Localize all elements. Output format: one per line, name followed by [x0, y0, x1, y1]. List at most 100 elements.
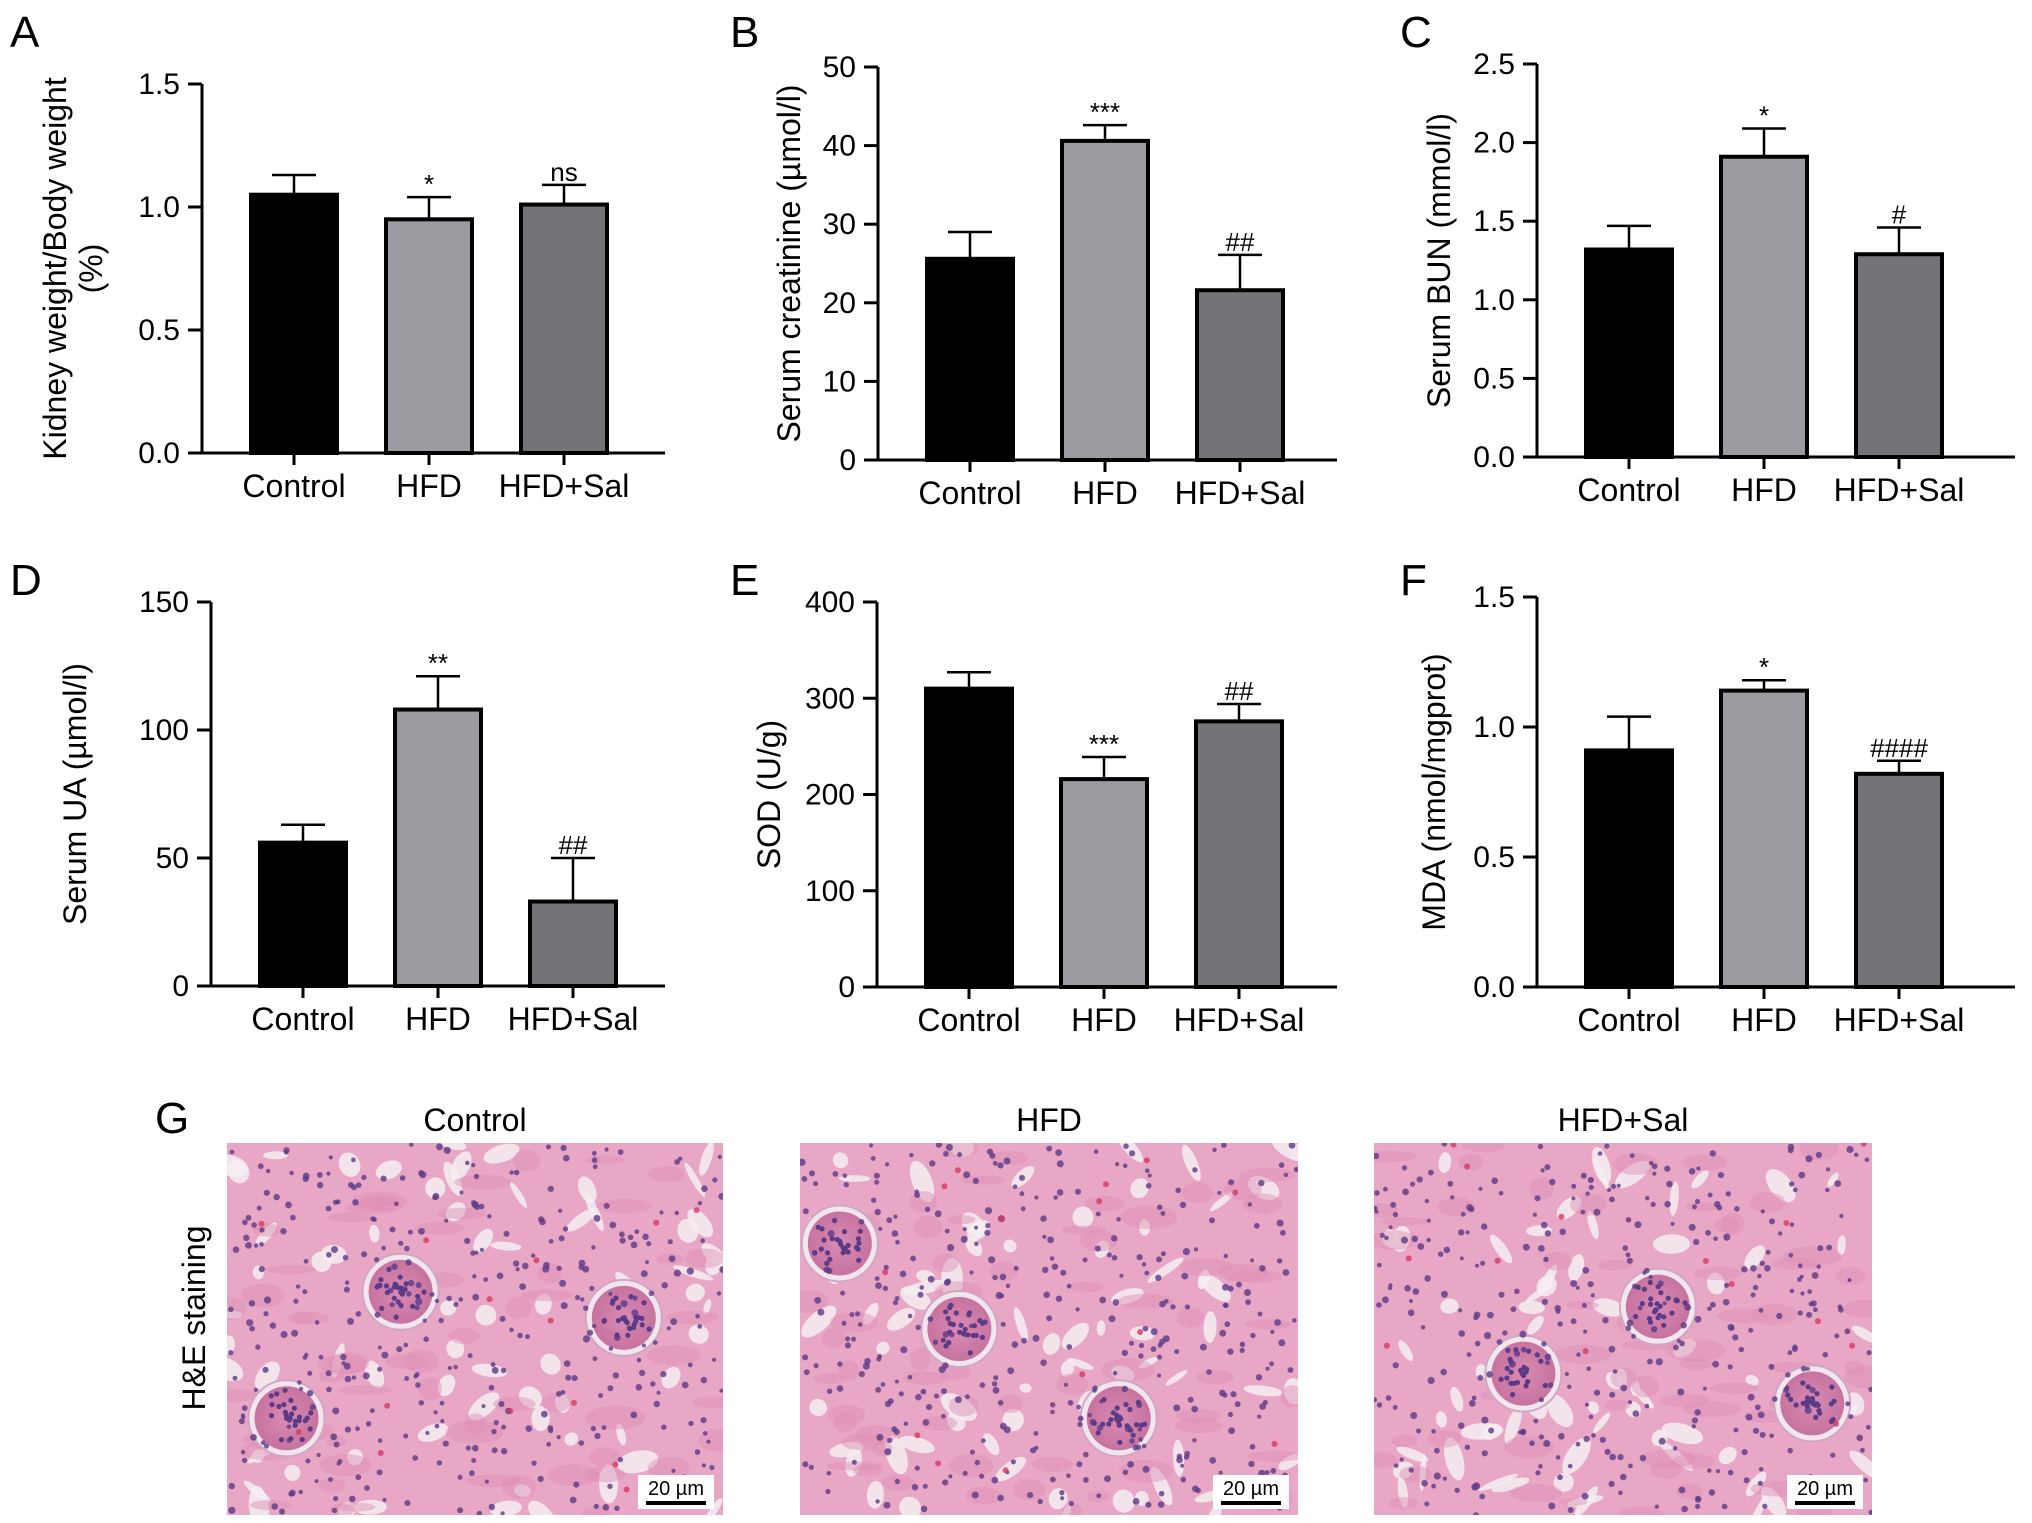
y-tick-label: 2.5	[1473, 48, 1515, 81]
y-tick-label: 400	[805, 586, 855, 619]
y-tick-label: 1.0	[1473, 711, 1515, 744]
y-tick-label: 0.0	[1473, 971, 1515, 1004]
y-tick-label: 100	[805, 875, 855, 908]
x-tick-label: Control	[1577, 472, 1680, 508]
significance-label: ***	[1090, 97, 1120, 127]
significance-label: ##	[559, 830, 588, 860]
scale-bar-label: 20 µm	[1797, 1478, 1853, 1500]
panel-letter-A: A	[10, 8, 40, 57]
histology-row-label: H&E staining	[176, 1226, 212, 1411]
y-axis-title: Serum creatinine (µmol/l)	[771, 84, 807, 442]
y-axis-title: Serum BUN (mmol/l)	[1421, 113, 1457, 408]
bar-control	[925, 256, 1015, 462]
panel-letter-B: B	[730, 8, 759, 57]
y-axis-title: Kidney weight/Body weight(%)	[37, 77, 109, 460]
x-tick-label: HFD	[396, 468, 462, 504]
panel-letter-C: C	[1400, 8, 1432, 57]
significance-label: ##	[1225, 676, 1254, 706]
bar-hfd	[1719, 154, 1809, 460]
bar-hfd-sal	[1194, 719, 1284, 989]
bar-control	[1584, 748, 1674, 990]
bar-hfd-sal	[528, 899, 618, 989]
x-tick-label: HFD+Sal	[1174, 1002, 1305, 1038]
he-stained-tissue-image	[800, 1143, 1298, 1515]
bar-hfd	[393, 707, 483, 989]
y-tick-label: 1.0	[138, 191, 180, 224]
significance-label: *	[1759, 100, 1769, 130]
bar-hfd	[384, 217, 474, 455]
y-tick-label: 50	[156, 842, 189, 875]
x-tick-label: HFD	[1731, 472, 1797, 508]
significance-label: *	[1759, 652, 1769, 682]
panel-letter-G: G	[155, 1094, 189, 1143]
histology-title: Control	[423, 1102, 526, 1138]
panel-letter-D: D	[10, 556, 42, 605]
y-tick-label: 0.0	[138, 437, 180, 470]
x-tick-label: HFD	[1071, 1002, 1137, 1038]
y-tick-label: 300	[805, 682, 855, 715]
x-tick-label: HFD+Sal	[508, 1001, 639, 1037]
histology-panel-hfd: HFD 20 µm	[800, 1102, 1298, 1515]
panel-letter-F: F	[1400, 556, 1427, 605]
y-axis-title: Serum UA (µmol/l)	[57, 663, 93, 925]
x-tick-label: HFD+Sal	[1834, 472, 1965, 508]
x-tick-label: HFD+Sal	[1834, 1002, 1965, 1038]
he-stained-tissue-image	[227, 1143, 723, 1515]
x-tick-label: Control	[251, 1001, 354, 1037]
x-tick-label: Control	[917, 1002, 1020, 1038]
y-axis-title: SOD (U/g)	[751, 720, 787, 869]
significance-label: ns	[550, 157, 577, 187]
y-tick-label: 150	[139, 586, 189, 619]
bar-hfd-sal	[1854, 771, 1944, 989]
bar-hfd	[1059, 777, 1149, 989]
y-tick-label: 1.5	[1473, 205, 1515, 238]
x-tick-label: HFD	[1731, 1002, 1797, 1038]
he-stained-tissue-image	[1374, 1143, 1872, 1515]
y-tick-label: 0.0	[1473, 441, 1515, 474]
y-tick-label: 2.0	[1473, 127, 1515, 160]
y-axis-title: MDA (nmol/mgprot)	[1416, 653, 1452, 930]
x-tick-label: HFD+Sal	[499, 468, 630, 504]
x-tick-label: HFD+Sal	[1175, 475, 1306, 511]
chart-panel-E: E 0 100 200 300 400 SOD (U/g) Control HFD *** HFD+…	[730, 556, 1337, 1038]
y-tick-label: 1.5	[138, 68, 180, 101]
scale-bar-label: 20 µm	[648, 1478, 704, 1500]
y-tick-label: 1.5	[1473, 581, 1515, 614]
bar-charts: A 0.0 0.5 1.0 1.5 Kidney weight/Body weight(%…	[10, 8, 2015, 1038]
bar-control	[249, 192, 339, 455]
y-tick-label: 1.0	[1473, 284, 1515, 317]
significance-label: #	[1892, 199, 1907, 229]
bar-hfd-sal	[519, 202, 609, 455]
y-tick-label: 100	[139, 714, 189, 747]
histology-panel-control: Control 20 µm	[227, 1102, 723, 1515]
chart-panel-B: B 0 10 20 30 40 50 Serum creatinine (µmol/l) Con…	[730, 8, 1337, 511]
bar-hfd	[1719, 688, 1809, 989]
significance-label: *	[424, 169, 434, 199]
bar-control	[1584, 247, 1674, 459]
significance-label: **	[428, 648, 448, 678]
bar-control	[924, 686, 1014, 989]
scale-bar-label: 20 µm	[1223, 1478, 1279, 1500]
significance-label: ####	[1870, 733, 1928, 763]
chart-panel-F: F 0.0 0.5 1.0 1.5 MDA (nmol/mgprot) Control HFD…	[1400, 556, 2015, 1038]
bar-hfd-sal	[1195, 288, 1285, 462]
x-tick-label: HFD	[1072, 475, 1138, 511]
y-tick-label: 10	[823, 365, 856, 398]
y-tick-label: 0	[839, 444, 856, 477]
x-tick-label: Control	[242, 468, 345, 504]
y-tick-label: 0	[172, 970, 189, 1003]
x-tick-label: Control	[1577, 1002, 1680, 1038]
bar-hfd	[1060, 138, 1150, 462]
y-tick-label: 30	[823, 208, 856, 241]
x-tick-label: HFD	[405, 1001, 471, 1037]
chart-panel-A: A 0.0 0.5 1.0 1.5 Kidney weight/Body weight(%…	[10, 8, 665, 504]
y-tick-label: 0.5	[138, 314, 180, 347]
y-tick-label: 200	[805, 779, 855, 812]
y-tick-label: 20	[823, 287, 856, 320]
y-tick-label: 50	[823, 51, 856, 84]
significance-label: ##	[1226, 227, 1255, 257]
y-tick-label: 40	[823, 130, 856, 163]
chart-panel-C: C 0.0 0.5 1.0 1.5 2.0 2.5 Serum BUN (mmol/l) Con…	[1400, 8, 2015, 508]
